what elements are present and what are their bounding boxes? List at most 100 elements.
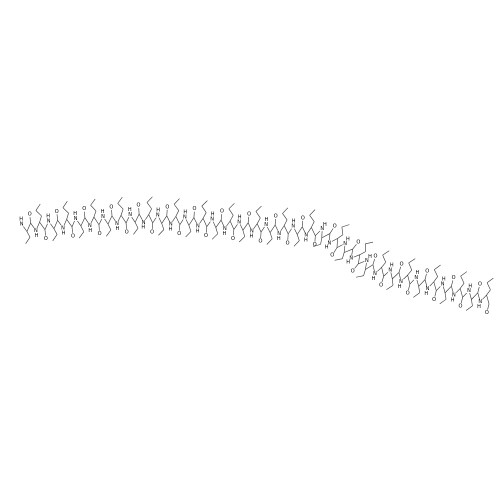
bond [433, 281, 437, 291]
atom-label: N [34, 228, 38, 234]
atom-label: H [451, 297, 455, 303]
atom-bg [319, 226, 325, 232]
atom-label: O [109, 204, 113, 210]
atom-label: N [142, 220, 146, 226]
atom-label: O [478, 282, 482, 288]
atom-label: N [156, 213, 160, 219]
atom-label: H [477, 304, 481, 310]
atom-bg [127, 212, 133, 218]
atom-bg [236, 219, 242, 225]
atom-label: H [128, 207, 132, 213]
bond [35, 210, 42, 217]
atom-label: H [468, 283, 472, 289]
atom-label: H [398, 284, 402, 290]
bond [372, 258, 375, 265]
bond [242, 230, 246, 237]
atom-label: O [204, 233, 208, 239]
atom-label: O [137, 203, 141, 209]
bond [408, 262, 413, 271]
atom-label: O [333, 223, 337, 229]
atom-bg [168, 221, 174, 227]
atom-label: N [169, 222, 173, 228]
bond [188, 217, 195, 226]
atom-label: N [61, 225, 65, 231]
atom-label: N [426, 286, 430, 292]
bond [320, 237, 323, 245]
atom-label: H [292, 219, 296, 225]
atom-label: N [349, 256, 353, 262]
bond [329, 228, 334, 234]
bond [185, 231, 192, 238]
atom-label: O [286, 240, 290, 246]
atom-label: O [258, 239, 262, 245]
atom-label: H [156, 208, 160, 214]
atom-label: N [115, 221, 119, 227]
atom-label: H [19, 217, 23, 223]
atom-label: O [485, 310, 489, 316]
atom-bg [348, 255, 354, 261]
atom-bg [263, 221, 269, 227]
atom-label: O [55, 209, 59, 215]
atom-label: N [467, 288, 471, 294]
bond [158, 229, 165, 236]
atom-label: N [343, 241, 347, 247]
bond [188, 225, 192, 232]
atom-label: H [73, 211, 77, 217]
bond [107, 224, 112, 231]
atom-label: H [346, 237, 350, 243]
bond [439, 299, 447, 305]
bond [337, 234, 344, 239]
bond [134, 222, 139, 229]
bond [205, 226, 208, 233]
bond [363, 269, 366, 276]
bond [434, 290, 437, 297]
bond [460, 276, 465, 284]
atom-label: N [441, 282, 445, 288]
bond [148, 208, 152, 215]
bond [175, 216, 181, 225]
bond [269, 232, 273, 239]
bond [459, 283, 465, 289]
atom-label: O [374, 254, 378, 260]
bond [293, 240, 300, 247]
atom-label: O [406, 290, 410, 296]
atom-label: N [74, 216, 78, 222]
bond [342, 252, 345, 259]
atom-bg [387, 267, 393, 273]
bond [313, 243, 321, 247]
bond [381, 267, 384, 277]
bond [451, 280, 454, 287]
bond [487, 303, 490, 310]
atom-label: O [351, 268, 355, 274]
atom-label: N [373, 271, 377, 277]
bond [93, 210, 97, 218]
bond [309, 215, 315, 222]
bond [80, 217, 86, 227]
bond [486, 294, 490, 304]
atom-label: N [223, 226, 227, 232]
bond [365, 264, 374, 270]
atom-label: H [238, 214, 242, 220]
bond [93, 216, 100, 225]
atom-label: N [210, 217, 214, 223]
bond [413, 292, 420, 298]
atom-label: N [128, 212, 132, 218]
atom-label: N [365, 258, 369, 264]
atom-label: H [62, 230, 66, 236]
atom-bg [290, 223, 296, 229]
bond [232, 229, 235, 236]
atom-label: N [264, 222, 268, 228]
bond [215, 227, 219, 234]
atom-label: N [452, 293, 456, 299]
bond [408, 284, 411, 290]
atom-label: H [304, 238, 308, 244]
atom-bg [364, 257, 370, 263]
atom-label: N [237, 219, 241, 225]
bond [120, 215, 127, 224]
bond [269, 224, 276, 233]
bond [71, 226, 73, 233]
atom-bg [46, 218, 52, 224]
atom-label: O [379, 282, 383, 288]
bond [282, 213, 288, 220]
bond [309, 209, 316, 216]
